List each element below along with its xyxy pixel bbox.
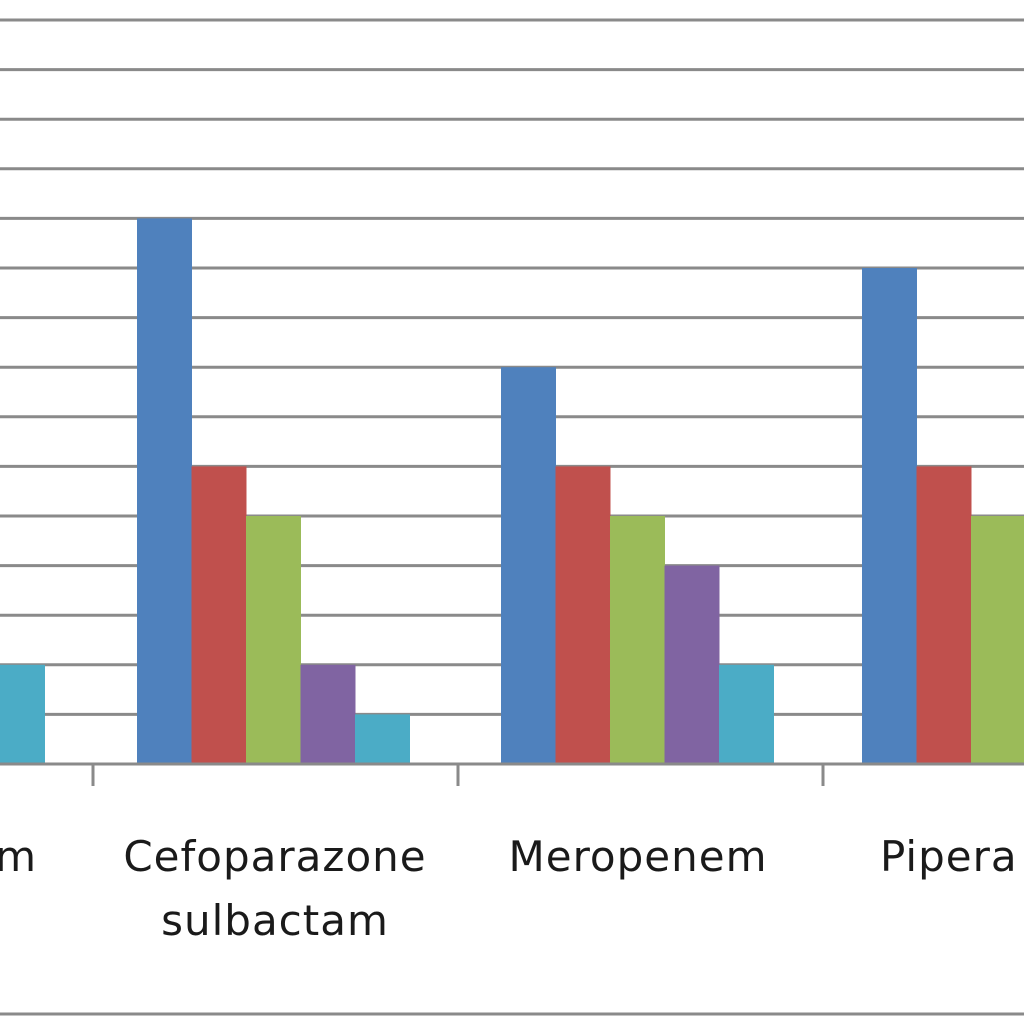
bar [501, 367, 556, 764]
bar [300, 664, 356, 764]
x-axis [0, 762, 1024, 1016]
bar [862, 268, 917, 764]
bar [0, 664, 45, 764]
bar [610, 516, 665, 764]
category-labels: m Cefoparazone sulbactam Meropenem Pipera [0, 832, 1018, 945]
bar [916, 466, 972, 764]
bar [355, 714, 410, 764]
bar [137, 218, 192, 764]
bar [971, 516, 1024, 764]
bar [246, 516, 301, 764]
bar [719, 664, 774, 764]
bar [191, 466, 247, 764]
category-label: m [0, 832, 37, 881]
category-label: Pipera [880, 832, 1018, 881]
bars [0, 218, 1024, 764]
bar [664, 565, 720, 764]
category-label: sulbactam [161, 896, 389, 945]
category-label: Cefoparazone [123, 832, 426, 881]
bar [555, 466, 611, 764]
category-label: Meropenem [509, 832, 768, 881]
